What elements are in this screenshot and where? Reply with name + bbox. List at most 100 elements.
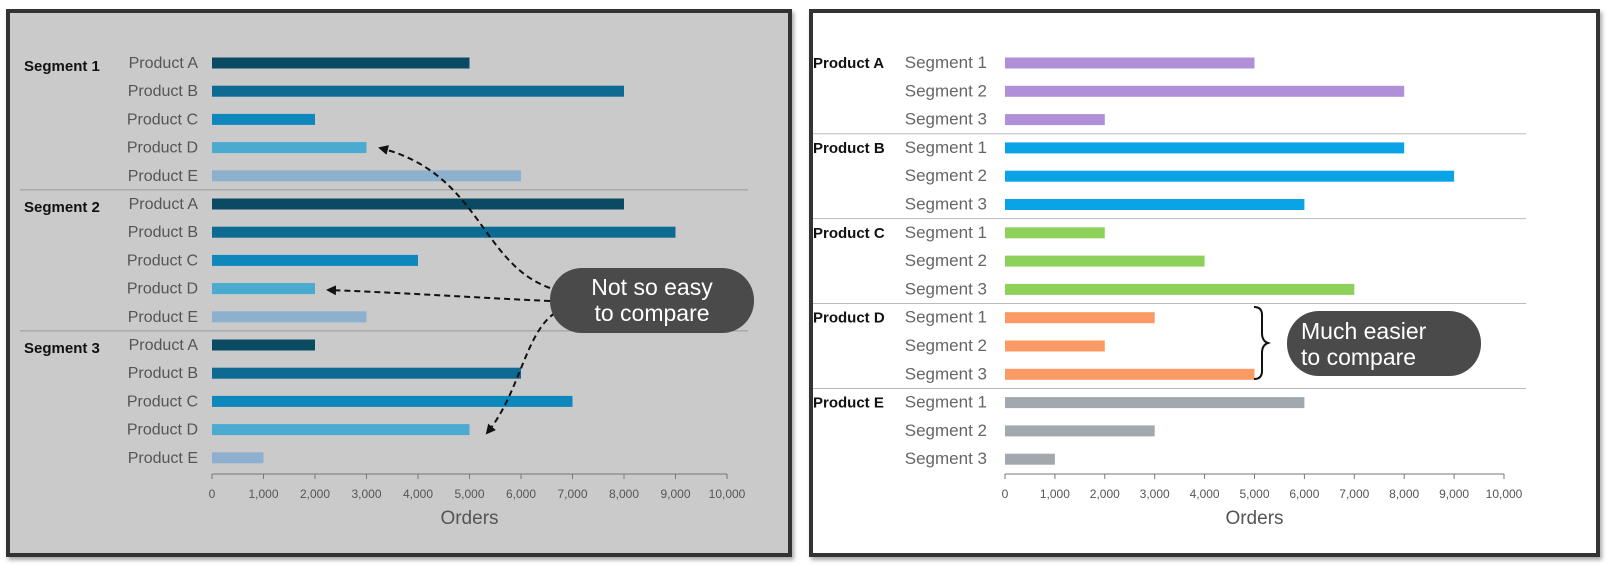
x-tick-label: 3,000 [351,487,381,501]
bar-segment-3-product-c [212,395,573,407]
group-label-product-a: Product A [813,55,884,72]
row-label-product-d: Product D [127,422,198,439]
group-label-product-d: Product D [813,310,885,327]
row-label-product-b: Product B [128,224,198,241]
row-label-segment-1: Segment 1 [905,53,987,72]
row-label-product-e: Product E [128,309,198,326]
row-label-segment-2: Segment 2 [905,421,987,440]
bar-product-a-segment-2 [1005,85,1405,97]
x-tick-label: 0 [209,487,216,501]
bar-segment-1-product-a [212,57,470,69]
bar-segment-2-product-d [212,283,315,295]
right-chart-panel: Product A Segment 1 Segment 2 Segment 3 Prod… [807,9,1600,557]
callout-line-2: to compare [1301,344,1416,370]
x-tick-label: 3,000 [1140,487,1170,501]
callout-arrows [326,145,556,435]
x-tick-label: 4,000 [1190,487,1220,501]
row-label-product-c: Product C [127,252,198,269]
bar-product-c-segment-3 [1005,283,1355,295]
x-axis-title: Orders [440,508,498,529]
arrow-to-segment1-product-d [378,145,551,289]
row-label-segment-1: Segment 1 [905,308,987,327]
x-tick-label: 8,000 [1389,487,1419,501]
bar-product-b-segment-2 [1005,170,1455,182]
bar-segment-3-product-b [212,367,521,379]
row-label-segment-3: Segment 3 [905,195,987,214]
left-bar-chart: Segment 1 Product A Product B Product C Prod… [20,55,754,529]
x-tick-label: 9,000 [660,487,690,501]
bar-product-e-segment-1 [1005,397,1305,409]
x-tick-label: 4,000 [403,487,433,501]
bar-product-d-segment-1 [1005,312,1155,324]
group-label-product-c: Product C [813,225,885,242]
group-label-product-b: Product B [813,140,885,157]
x-tick-label: 7,000 [1339,487,1369,501]
row-label-segment-1: Segment 1 [905,138,987,157]
bar-segment-3-product-d [212,424,470,436]
bar-product-e-segment-2 [1005,425,1155,437]
bar-segment-3-product-a [212,339,315,351]
bar-segment-2-product-a [212,198,624,210]
row-label-segment-3: Segment 3 [905,110,987,129]
bar-segment-2-product-e [212,311,367,323]
x-tick-label: 7,000 [557,487,587,501]
group-label-segment-3: Segment 3 [24,340,100,357]
bar-product-b-segment-1 [1005,142,1405,154]
left-chart-panel: Segment 1 Product A Product B Product C Prod… [6,9,792,557]
group-label-segment-2: Segment 2 [24,199,100,216]
row-label-product-c: Product C [127,111,198,128]
callout-line-2: to compare [594,300,709,326]
group-label-segment-1: Segment 1 [24,58,100,75]
callout-bubble: Much easier to compare [1287,311,1481,376]
bar-product-c-segment-2 [1005,255,1205,267]
row-label-product-c: Product C [127,393,198,410]
callout-line-1: Not so easy [591,274,713,300]
x-axis-title: Orders [1225,508,1283,529]
x-tick-label: 5,000 [1239,487,1269,501]
bar-product-d-segment-3 [1005,368,1255,380]
bar-product-b-segment-3 [1005,199,1305,210]
bar-segment-2-product-b [212,226,676,238]
row-label-product-a: Product A [129,337,199,354]
callout-background [1287,311,1481,376]
callout-background [550,268,754,333]
row-label-product-d: Product D [127,140,198,157]
x-tick-label: 6,000 [506,487,536,501]
bar-segment-1-product-c [212,113,315,125]
bar-segment-2-product-c [212,254,418,266]
row-label-segment-3: Segment 3 [905,279,987,298]
bar-segment-3-product-e [212,452,264,464]
arrow-to-segment3-product-d [485,312,556,435]
row-label-segment-2: Segment 2 [905,336,987,355]
arrow-to-segment2-product-d [326,285,551,302]
x-tick-label: 8,000 [609,487,639,501]
row-label-product-a: Product A [129,196,199,213]
x-tick-label: 6,000 [1289,487,1319,501]
row-label-product-a: Product A [129,55,199,72]
row-label-product-d: Product D [127,281,198,298]
bar-product-c-segment-1 [1005,227,1105,239]
right-bar-chart: Product A Segment 1 Segment 2 Segment 3 Prod… [807,53,1526,529]
row-label-segment-2: Segment 2 [905,166,987,185]
bar-product-d-segment-2 [1005,340,1105,352]
row-label-segment-3: Segment 3 [905,364,987,383]
x-tick-label: 10,000 [709,487,746,501]
x-tick-label: 0 [1002,487,1009,501]
row-label-segment-1: Segment 1 [905,393,987,412]
row-label-segment-2: Segment 2 [905,81,987,100]
bar-product-e-segment-3 [1005,453,1055,465]
row-label-segment-2: Segment 2 [905,251,987,270]
x-tick-label: 2,000 [300,487,330,501]
bracket [1253,306,1272,380]
x-tick-label: 9,000 [1439,487,1469,501]
x-tick-label: 1,000 [248,487,278,501]
group-label-product-e: Product E [813,395,884,412]
x-tick-label: 2,000 [1090,487,1120,501]
bar-segment-1-product-e [212,170,521,182]
row-label-segment-3: Segment 3 [905,449,987,468]
bar-product-a-segment-3 [1005,114,1105,126]
row-label-product-b: Product B [128,83,198,100]
row-label-segment-1: Segment 1 [905,223,987,242]
bar-product-a-segment-1 [1005,57,1255,69]
x-tick-label: 10,000 [1486,487,1523,501]
